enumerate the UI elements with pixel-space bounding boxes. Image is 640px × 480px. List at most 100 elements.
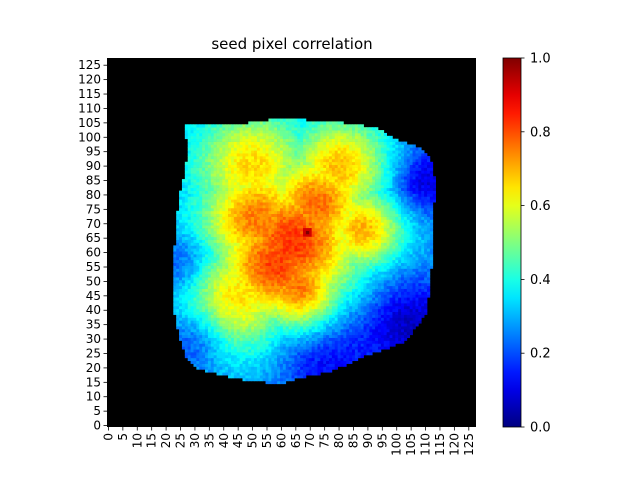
- heatmap-cell: [426, 222, 431, 226]
- heatmap-cell: [225, 259, 229, 264]
- heatmap-cell: [216, 245, 220, 249]
- heatmap-cell: [210, 331, 215, 336]
- heatmap-cell: [242, 288, 246, 292]
- heatmap-cell: [230, 334, 235, 338]
- heatmap-cell: [352, 354, 356, 359]
- heatmap-cell: [259, 311, 264, 315]
- heatmap-cell: [375, 334, 379, 338]
- heatmap-cell: [421, 259, 425, 264]
- heatmap-cell: [375, 262, 379, 266]
- heatmap-cell: [418, 242, 422, 246]
- heatmap-cell: [403, 268, 408, 272]
- heatmap-cell: [297, 210, 301, 215]
- heatmap-cell: [386, 288, 390, 292]
- heatmap-cell: [259, 305, 264, 310]
- heatmap-cell: [395, 326, 399, 330]
- heatmap-cell: [392, 294, 396, 298]
- heatmap-cell: [311, 357, 315, 362]
- heatmap-cell: [268, 288, 272, 292]
- heatmap-cell: [259, 256, 264, 261]
- heatmap-cell: [282, 274, 287, 278]
- heatmap-cell: [311, 291, 315, 295]
- heatmap-cell: [279, 222, 284, 226]
- heatmap-cell: [303, 213, 307, 217]
- heatmap-cell: [219, 222, 223, 226]
- heatmap-cells: [173, 118, 436, 385]
- heatmap-cell: [297, 340, 301, 344]
- heatmap-cell: [184, 334, 189, 338]
- heatmap-cell: [409, 326, 413, 330]
- heatmap-cell: [398, 254, 402, 258]
- heatmap-cell: [242, 202, 246, 206]
- heatmap-cell: [369, 225, 373, 229]
- heatmap-cell: [303, 256, 307, 261]
- heatmap-cell: [343, 205, 347, 209]
- heatmap-cell: [219, 254, 223, 258]
- heatmap-cell: [366, 314, 370, 318]
- heatmap-cell: [271, 328, 275, 333]
- heatmap-cell: [354, 349, 359, 353]
- heatmap-cell: [285, 305, 289, 310]
- heatmap-cell: [196, 314, 200, 318]
- heatmap-cell: [228, 346, 232, 350]
- heatmap-cell: [323, 366, 327, 370]
- heatmap-cell: [308, 328, 313, 333]
- heatmap-cell: [377, 216, 382, 220]
- heatmap-cell: [230, 262, 235, 266]
- heatmap-cell: [274, 254, 278, 258]
- heatmap-cell: [418, 297, 422, 301]
- heatmap-cell: [242, 343, 246, 347]
- heatmap-cell: [314, 357, 318, 362]
- heatmap-cell: [202, 300, 206, 304]
- heatmap-cell: [285, 202, 289, 206]
- heatmap-cell: [279, 271, 284, 275]
- heatmap-cell: [210, 352, 215, 356]
- heatmap-cell: [363, 323, 367, 327]
- heatmap-cell: [245, 320, 249, 324]
- heatmap-cell: [328, 352, 333, 356]
- heatmap-cell: [380, 288, 385, 292]
- heatmap-cell: [265, 380, 269, 385]
- heatmap-cell: [340, 323, 344, 327]
- heatmap-cell: [254, 354, 258, 359]
- heatmap-cell: [176, 210, 180, 215]
- heatmap-cell: [418, 265, 422, 269]
- heatmap-cell: [363, 265, 367, 269]
- heatmap-cell: [383, 268, 387, 272]
- heatmap-cell: [205, 354, 209, 359]
- heatmap-cell: [242, 213, 246, 217]
- heatmap-cell: [176, 256, 180, 261]
- heatmap-cell: [326, 300, 330, 304]
- heatmap-cell: [213, 366, 217, 370]
- heatmap-cell: [213, 210, 217, 215]
- heatmap-cell: [228, 256, 232, 261]
- heatmap-cell: [334, 210, 338, 215]
- heatmap-cell: [239, 251, 243, 255]
- heatmap-cell: [268, 305, 272, 310]
- heatmap-cell: [372, 213, 376, 217]
- heatmap-cell: [251, 375, 255, 379]
- heatmap-cell: [199, 256, 203, 261]
- heatmap-cell: [377, 308, 382, 313]
- heatmap-cell: [392, 228, 396, 232]
- heatmap-cell: [392, 311, 396, 315]
- heatmap-cell: [239, 291, 243, 295]
- heatmap-cell: [277, 320, 281, 324]
- heatmap-cell: [213, 323, 217, 327]
- heatmap-cell: [251, 236, 255, 240]
- heatmap-cell: [409, 314, 413, 318]
- heatmap-cell: [219, 207, 223, 212]
- heatmap-cell: [207, 354, 212, 359]
- heatmap-cell: [343, 297, 347, 301]
- heatmap-cell: [265, 233, 269, 238]
- heatmap-cell: [389, 256, 393, 261]
- heatmap-cell: [326, 239, 330, 243]
- heatmap-cell: [406, 259, 411, 264]
- heatmap-cell: [395, 259, 399, 264]
- heatmap-cell: [409, 288, 413, 292]
- heatmap-cell: [262, 262, 266, 266]
- heatmap-cell: [251, 239, 255, 243]
- heatmap-cell: [349, 202, 353, 206]
- heatmap-cell: [326, 305, 330, 310]
- heatmap-cell: [205, 300, 209, 304]
